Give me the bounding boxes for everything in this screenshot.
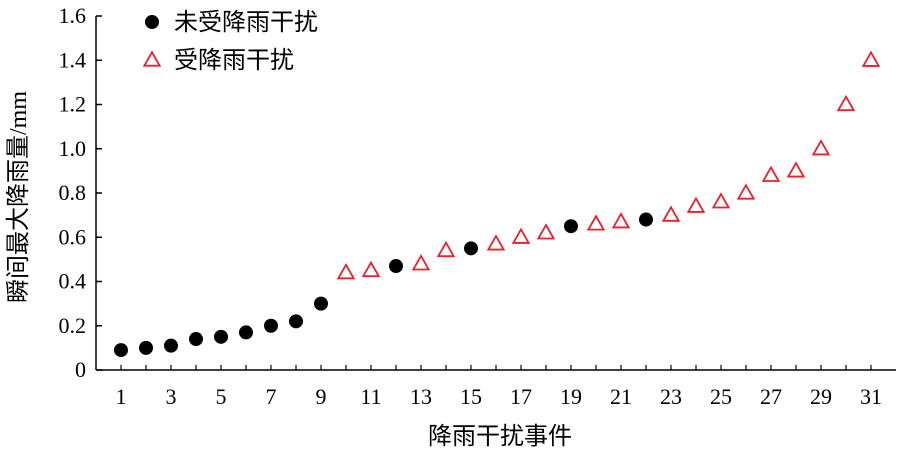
y-tick-label: 1.6 [59,3,87,28]
data-point-triangle [336,263,356,280]
data-point-triangle [836,94,856,112]
data-point-triangle [411,254,431,271]
data-point-circle [189,332,203,347]
y-tick-label: 1.4 [59,47,87,72]
x-tick-label: 3 [166,384,177,409]
y-axis-title: 瞬间最大降雨量/mm [5,91,32,303]
data-point-triangle [761,165,781,182]
data-point-circle [164,338,178,353]
data-point-triangle [361,260,381,278]
data-point-triangle [711,192,731,209]
data-point-triangle [861,50,881,67]
legend-marker-circle [145,15,159,29]
data-point-triangle [486,234,506,251]
y-tick-label: 0.8 [59,180,87,205]
x-tick-label: 29 [810,384,832,409]
data-point-circle [639,212,653,227]
data-point-triangle [736,183,756,200]
data-point-circle [214,329,228,344]
data-point-circle [264,318,278,333]
data-point-circle [314,296,328,311]
x-tick-label: 9 [316,384,327,409]
y-tick-label: 0.6 [59,224,87,249]
x-tick-label: 5 [216,384,227,409]
x-tick-label: 23 [660,384,682,409]
data-point-circle [289,314,303,329]
x-tick-label: 25 [710,384,732,409]
data-point-triangle [686,196,706,213]
legend-marker-triangle [142,50,162,67]
x-tick-group: 1 3 5 7 9 11 13 15 17 19 21 23 25 27 29 31 [116,365,882,409]
y-tick-label: 1.0 [59,136,87,161]
data-point-triangle [661,205,681,222]
data-point-circle [139,340,153,355]
data-point-circle [389,259,403,274]
y-tick-label: 0.2 [59,313,87,338]
data-point-circle [464,241,478,256]
x-tick-label: 31 [860,384,882,409]
data-point-triangle [511,227,531,244]
data-point-circle [114,343,128,358]
x-tick-label: 7 [266,384,277,409]
legend-label: 未受降雨干扰 [174,9,318,36]
x-tick-label: 15 [460,384,482,409]
x-tick-label: 19 [560,384,582,409]
data-point-circle [564,219,578,234]
data-point-triangle [536,223,556,240]
data-point-triangle [586,214,606,231]
x-tick-label: 13 [410,384,432,409]
y-tick-label: 0.4 [59,269,87,294]
legend-label: 受降雨干扰 [174,47,294,74]
data-point-triangle [786,161,806,178]
y-tick-group: 0 0.2 0.4 0.6 0.8 1.0 1.2 1.4 1.6 [59,3,102,382]
data-marks [114,50,881,358]
data-point-triangle [811,139,831,156]
x-tick-label: 11 [360,384,381,409]
y-tick-label: 1.2 [59,92,87,117]
x-tick-label: 1 [116,384,127,409]
data-point-triangle [436,240,456,258]
x-tick-label: 27 [760,384,782,409]
x-tick-label: 21 [610,384,632,409]
x-tick-label: 17 [510,384,532,409]
data-point-circle [239,325,253,340]
x-axis-title: 降雨干扰事件 [428,423,572,450]
y-tick-label: 0 [75,357,86,382]
data-point-triangle [611,212,631,229]
